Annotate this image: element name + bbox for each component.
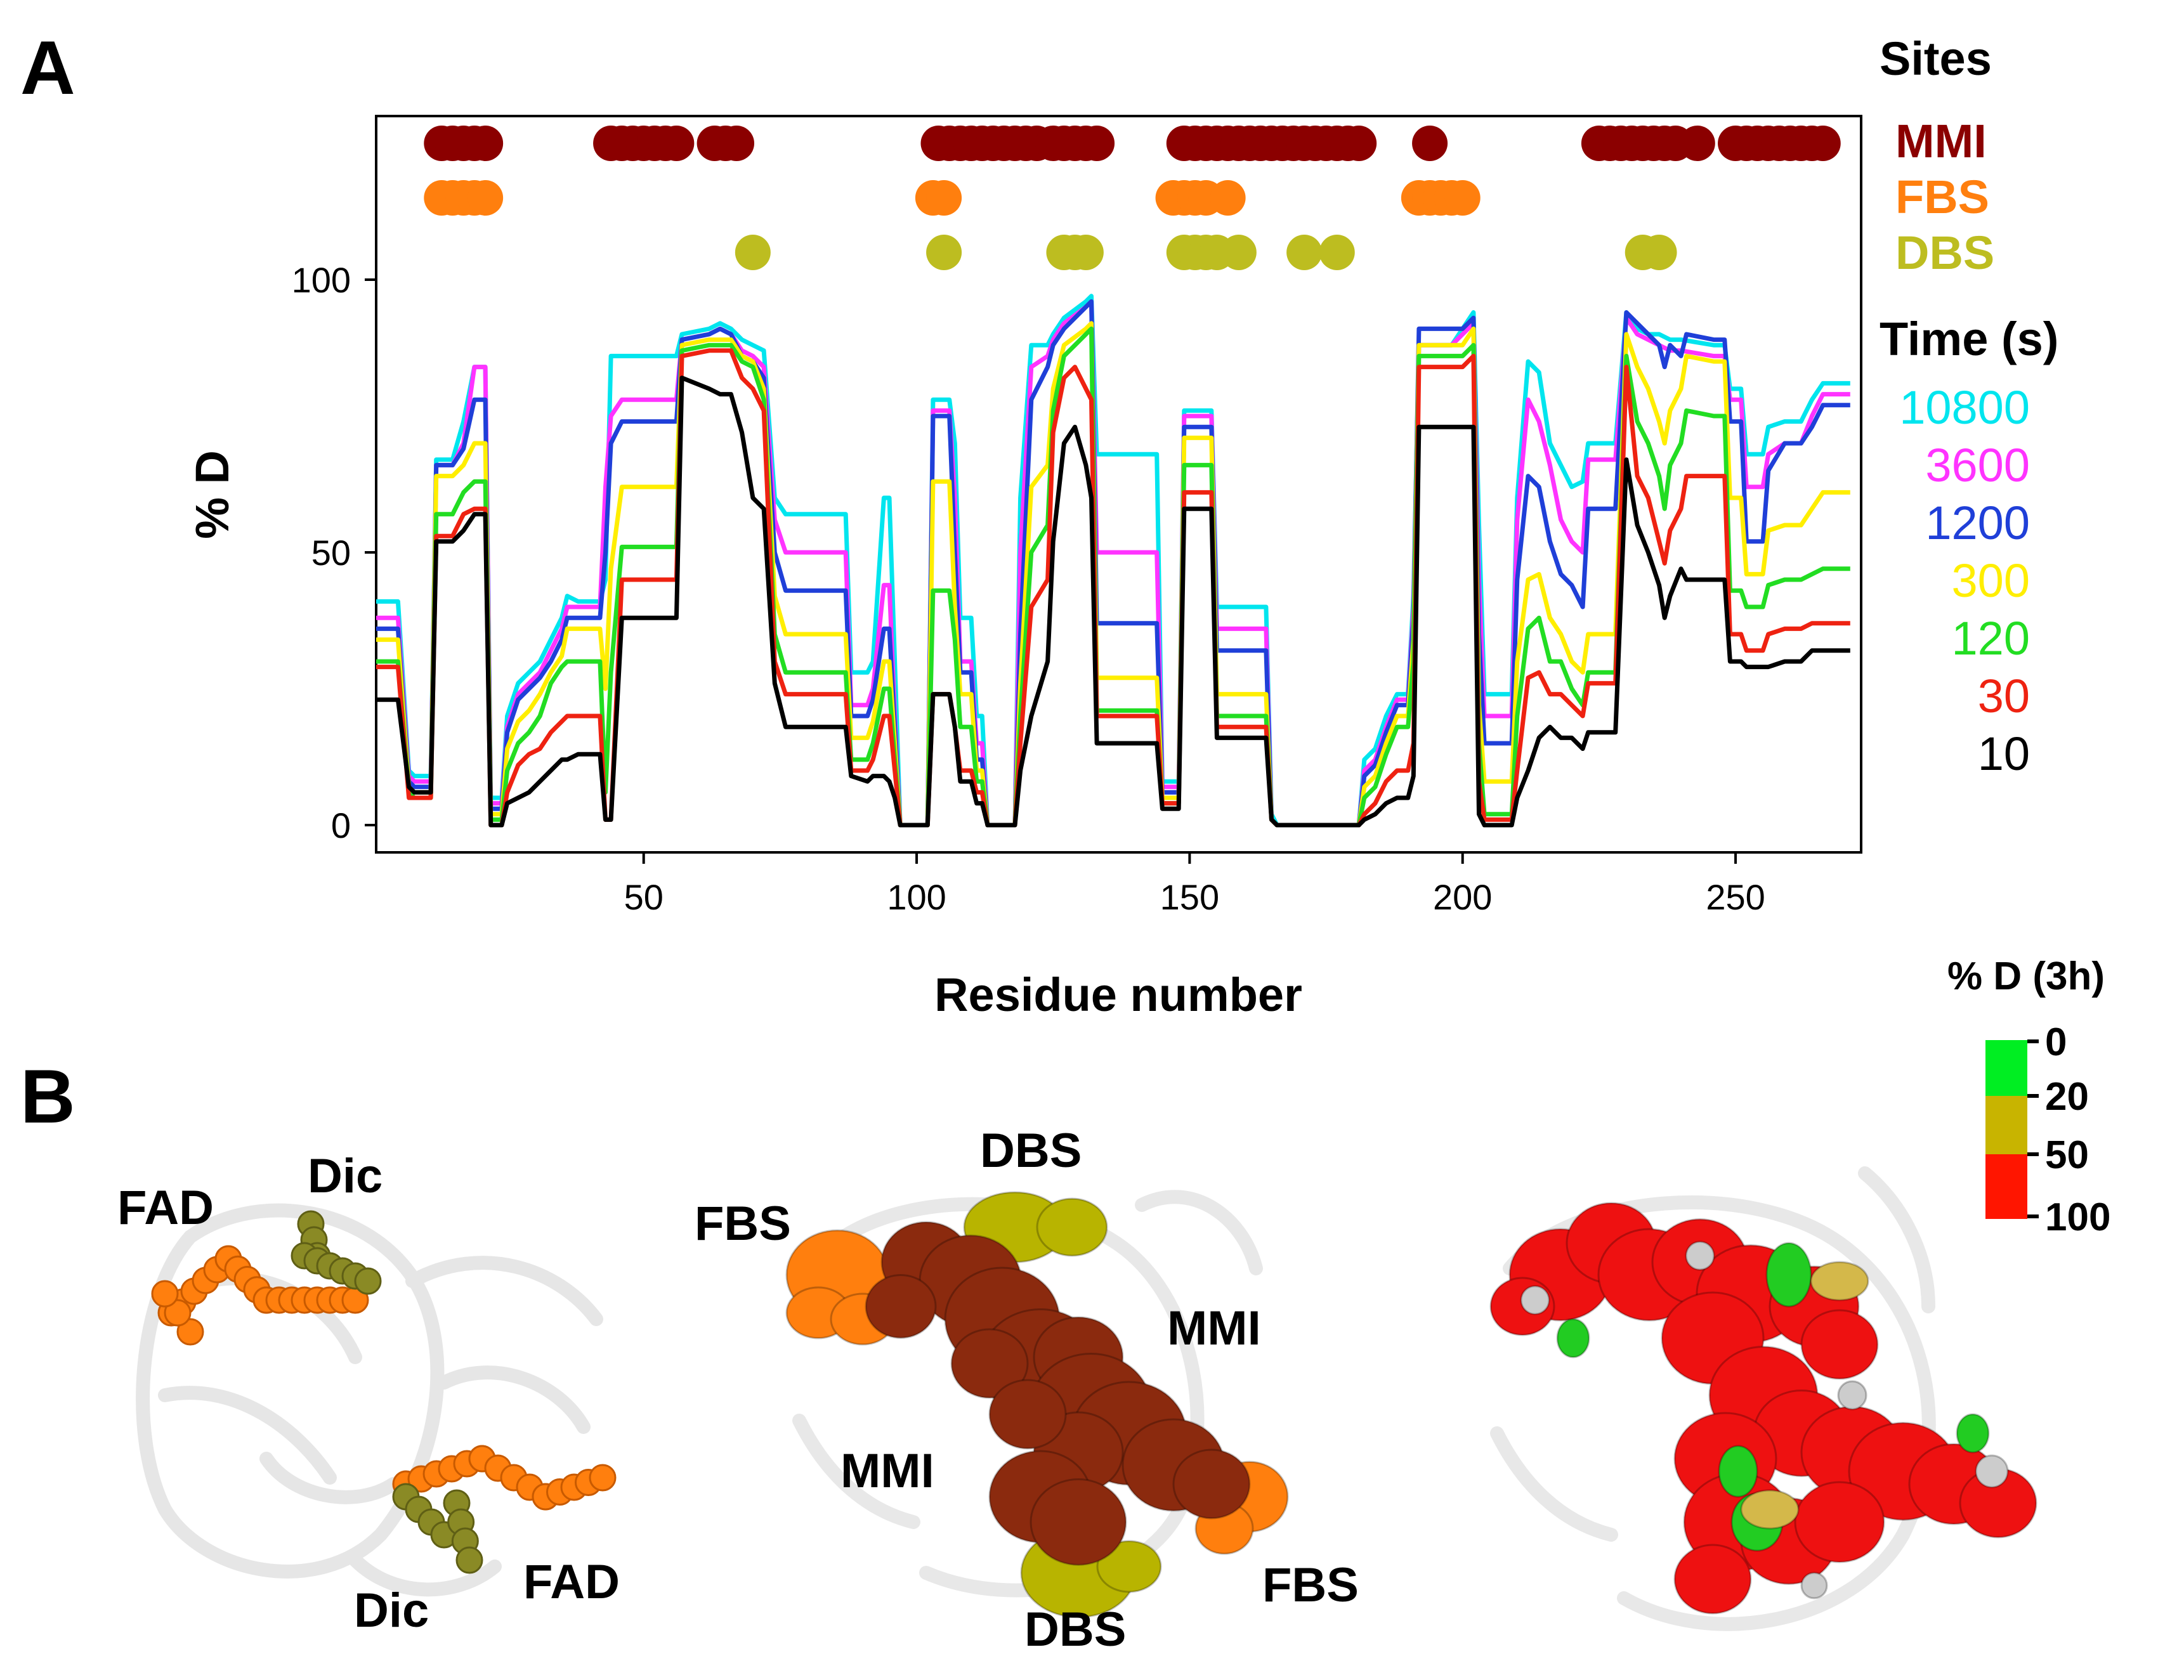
fad-molecule-top	[151, 1245, 369, 1346]
x-tick-label-150: 150	[1160, 877, 1219, 917]
legend-time-3600: 3600	[1925, 439, 2030, 492]
y-tick-label-50: 50	[311, 533, 351, 573]
site-dot-dbs-4	[1068, 235, 1104, 270]
site-markers	[424, 126, 1841, 270]
series-line-10800	[376, 294, 1850, 828]
label-mmi-right: MMI	[1167, 1301, 1261, 1355]
legend-time-30: 30	[1978, 670, 2030, 722]
legend-site-dbs: DBS	[1895, 226, 1994, 279]
series-line-3600	[376, 299, 1850, 828]
legend-time-120: 120	[1952, 612, 2030, 665]
legend-sites-title: Sites	[1880, 32, 1992, 85]
legend-site-fbs: FBS	[1895, 171, 1989, 223]
site-dot-mmi-4	[468, 126, 504, 161]
site-dot-fbs-11	[1210, 180, 1246, 216]
series-line-120	[376, 326, 1850, 828]
site-dot-fbs-4	[468, 180, 504, 216]
colorbar-tick-50: 50	[2045, 1133, 2089, 1177]
colorbar-tick-20: 20	[2045, 1075, 2089, 1119]
site-dot-dbs-0	[735, 235, 771, 270]
site-dot-dbs-10	[1286, 235, 1323, 270]
colorbar-title: % D (3h)	[1947, 954, 2105, 998]
site-dot-mmi-29	[1079, 126, 1115, 161]
deuteration-plot: 50 100 150 200 250 0 50 100	[292, 115, 1862, 917]
x-tick-label-100: 100	[887, 877, 946, 917]
y-axis-ticks: 0 50 100	[292, 260, 376, 845]
site-dot-mmi-14	[719, 126, 755, 161]
label-dbs-top: DBS	[980, 1124, 1082, 1178]
site-dot-mmi-65	[1805, 126, 1841, 161]
structure-ligands: FAD Dic FAD Dic	[117, 1149, 620, 1638]
label-dic-top: Dic	[308, 1149, 383, 1203]
series-lines	[376, 294, 1850, 828]
colorbar: % D (3h) 0 20 50 100	[1947, 954, 2110, 1239]
site-dot-mmi-47	[1412, 126, 1448, 161]
structure-sites: DBS FBS MMI MMI FBS DBS	[695, 1124, 1359, 1657]
series-line-30	[376, 348, 1850, 828]
deuteration-surface	[1489, 1202, 2037, 1615]
y-tick-label-0: 0	[331, 805, 351, 845]
legend-time-title: Time (s)	[1880, 313, 2058, 365]
panel-a-letter: A	[20, 25, 75, 110]
x-axis-title: Residue number	[934, 968, 1302, 1021]
colorbar-bin-50-100	[1985, 1154, 2027, 1219]
site-dot-mmi-46	[1341, 126, 1377, 161]
label-mmi-left: MMI	[840, 1444, 934, 1498]
colorbar-tick-100: 100	[2045, 1195, 2110, 1239]
series-line-300	[376, 321, 1850, 828]
legend-time-10: 10	[1978, 727, 2030, 780]
x-tick-label-200: 200	[1433, 877, 1492, 917]
y-axis-title: % D	[186, 450, 239, 539]
structure-deuteration	[1489, 1166, 2037, 1631]
panel-b-letter: B	[20, 1054, 75, 1139]
site-dot-dbs-13	[1641, 235, 1677, 270]
label-fbs-right: FBS	[1262, 1558, 1359, 1612]
site-dot-dbs-9	[1220, 235, 1257, 270]
site-dot-mmi-56	[1679, 126, 1715, 161]
legend-site-mmi: MMI	[1895, 115, 1987, 167]
x-axis-ticks: 50 100 150 200 250	[624, 852, 1765, 917]
x-tick-label-50: 50	[624, 877, 664, 917]
site-dot-mmi-11	[658, 126, 695, 161]
label-fad-top: FAD	[117, 1181, 214, 1235]
legend-time-1200: 1200	[1925, 497, 2030, 549]
colorbar-tick-0: 0	[2045, 1020, 2067, 1064]
site-dot-dbs-11	[1319, 235, 1355, 270]
dic-molecule-bottom	[392, 1483, 483, 1574]
protein-ribbon-right	[1490, 1166, 1936, 1631]
colorbar-bin-20-50	[1985, 1096, 2027, 1154]
legend-time-300: 300	[1952, 554, 2030, 607]
label-dic-bottom: Dic	[354, 1584, 429, 1638]
dic-molecule-top	[291, 1210, 382, 1295]
series-line-1200	[376, 299, 1850, 828]
y-tick-label-100: 100	[292, 260, 351, 300]
colorbar-bin-0-20	[1985, 1040, 2027, 1096]
fad-molecule-bottom	[392, 1445, 617, 1511]
label-fad-bottom: FAD	[523, 1555, 620, 1609]
site-surface-middle	[785, 1191, 1289, 1618]
site-dot-fbs-16	[1444, 180, 1481, 216]
label-fbs-left: FBS	[695, 1197, 791, 1251]
legend-time-10800: 10800	[1899, 381, 2030, 434]
site-dot-dbs-1	[926, 235, 962, 270]
label-dbs-bottom: DBS	[1024, 1603, 1126, 1657]
site-dot-fbs-6	[926, 180, 962, 216]
series-line-10	[376, 375, 1850, 828]
x-tick-label-250: 250	[1706, 877, 1765, 917]
